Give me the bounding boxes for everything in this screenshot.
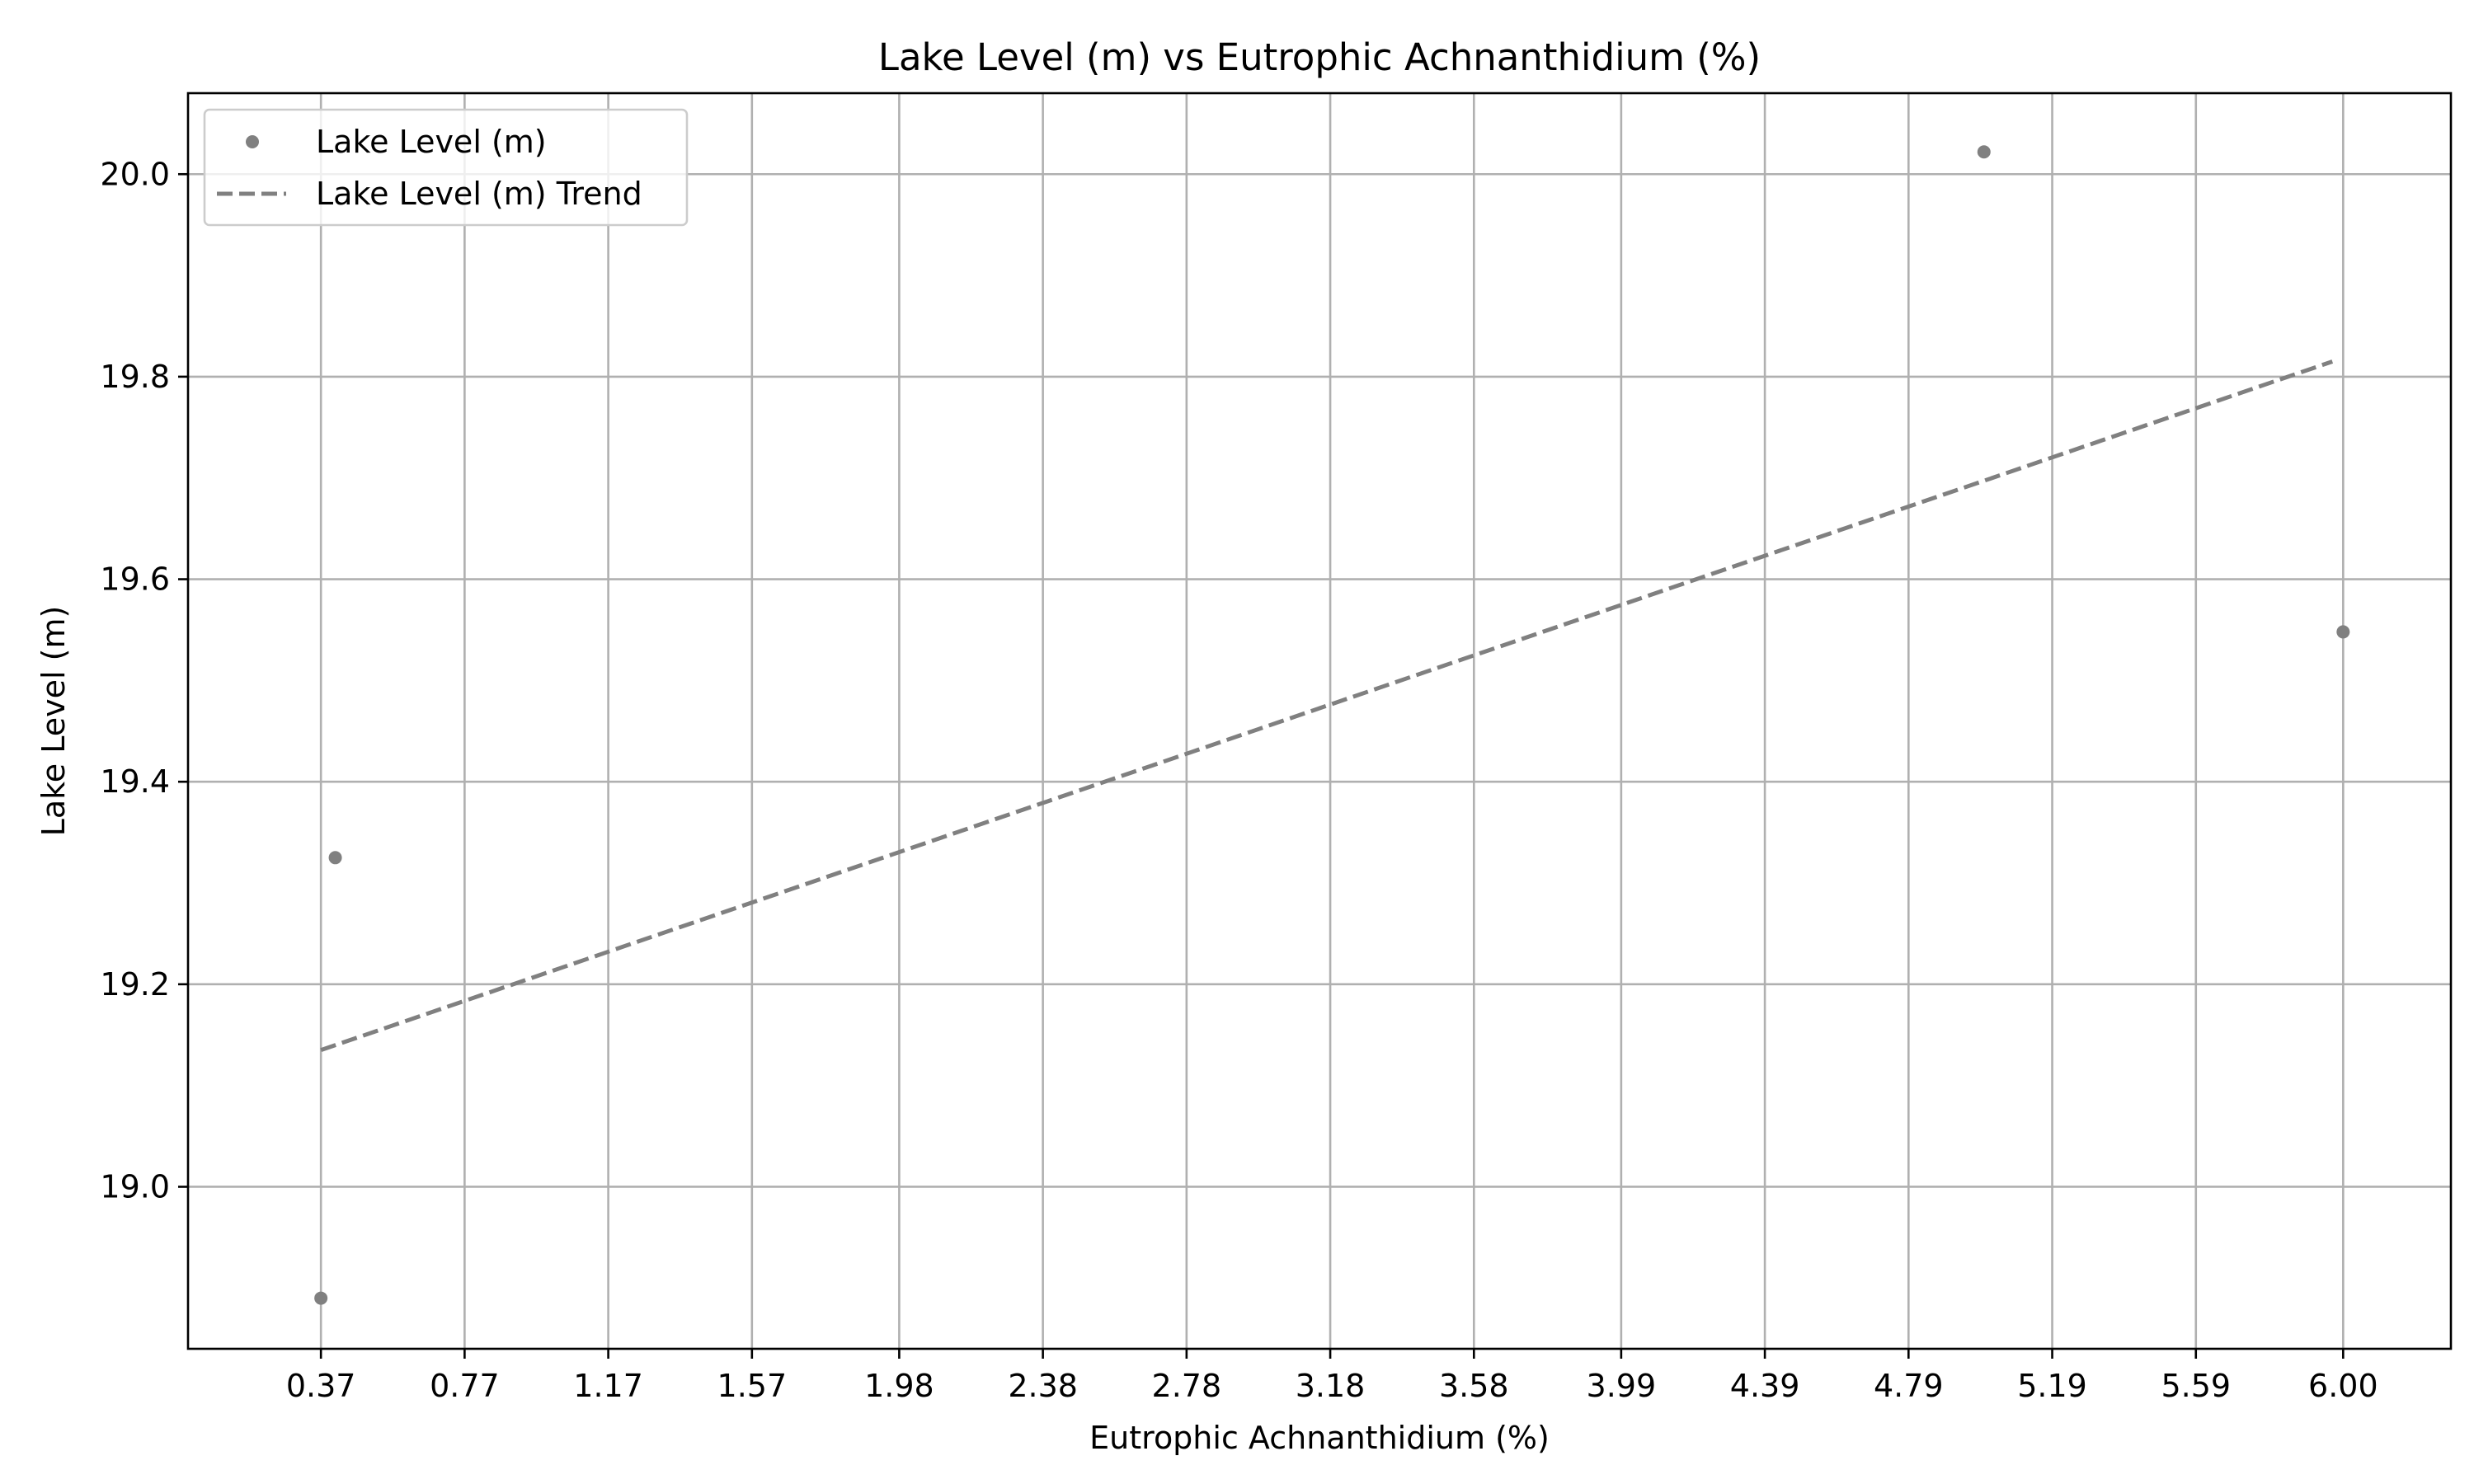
x-tick-label: 4.79 <box>1874 1368 1944 1404</box>
x-tick-label: 2.78 <box>1152 1368 1222 1404</box>
x-tick-label: 5.59 <box>2161 1368 2231 1404</box>
x-axis-label: Eutrophic Achnanthidium (%) <box>1089 1420 1550 1456</box>
legend-label: Lake Level (m) Trend <box>316 176 642 212</box>
scatter-point <box>1977 145 1991 159</box>
axis-ticks: 0.37 0.77 1.17 1.57 1.98 2.38 2.78 3.18 3.58 3.99… <box>100 156 2378 1404</box>
x-tick-label: 5.19 <box>2017 1368 2087 1404</box>
grid <box>188 93 2451 1349</box>
x-tick-label: 1.57 <box>717 1368 788 1404</box>
trend-line <box>320 359 2334 1053</box>
scatter-point <box>314 1291 328 1305</box>
legend-box <box>203 108 689 227</box>
y-tick-label: 20.0 <box>100 156 170 192</box>
x-tick-label: 3.58 <box>1439 1368 1509 1404</box>
x-tick-label: 0.77 <box>430 1368 500 1404</box>
x-tick-label: 3.99 <box>1587 1368 1657 1404</box>
x-tick-label: 2.38 <box>1008 1368 1078 1404</box>
chart-title: Lake Level (m) vs Eutrophic Achnanthidiu… <box>878 35 1761 79</box>
x-tick-label: 1.98 <box>864 1368 934 1404</box>
x-tick-label: 0.37 <box>286 1368 356 1404</box>
y-tick-label: 19.4 <box>100 763 170 800</box>
axes-frame <box>186 92 2453 1350</box>
y-axis-label: Lake Level (m) <box>35 606 72 837</box>
x-tick-label: 1.17 <box>573 1368 643 1404</box>
x-tick-label: 6.00 <box>2308 1368 2378 1404</box>
legend-marker-scatter <box>246 135 259 148</box>
scatter-point <box>2336 625 2350 639</box>
scatter-point <box>328 851 342 865</box>
x-tick-label: 3.18 <box>1296 1368 1366 1404</box>
legend-label: Lake Level (m) <box>316 124 547 160</box>
y-tick-label: 19.8 <box>100 359 170 395</box>
legend: Lake Level (m) Lake Level (m) Trend <box>203 108 689 227</box>
y-tick-label: 19.0 <box>100 1168 170 1205</box>
y-tick-label: 19.2 <box>100 966 170 1003</box>
plot-series <box>314 145 2350 1305</box>
y-tick-label: 19.6 <box>100 561 170 598</box>
x-tick-label: 4.39 <box>1730 1368 1800 1404</box>
